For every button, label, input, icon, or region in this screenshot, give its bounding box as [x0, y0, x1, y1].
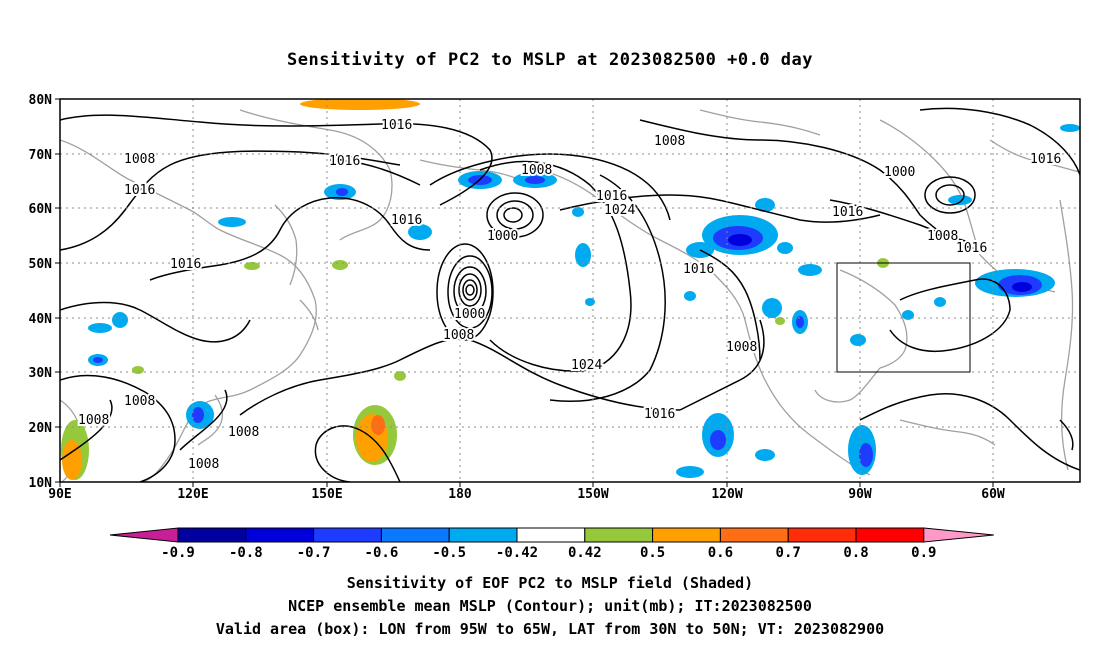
colorbar-labels: -0.9 -0.8 -0.7 -0.6 -0.5 -0.42 0.42 0.5 0.6 0.7 0.… [161, 545, 936, 561]
pressure-label: 1016 [391, 213, 422, 228]
pressure-label: 1008 [654, 134, 685, 149]
pressure-label: 1024 [604, 203, 635, 218]
coastlines [60, 109, 1080, 482]
footer-caption-shading: Sensitivity of EOF PC2 to MSLP field (Sh… [346, 574, 754, 592]
colorbar [109, 527, 994, 543]
lon-label: 90E [48, 487, 71, 502]
lat-label: 50N [29, 257, 53, 272]
lat-label: 60N [29, 202, 53, 217]
colorbar-tick-label: -0.6 [365, 545, 399, 561]
colorbar-tick-label: 0.42 [568, 545, 602, 561]
pressure-label: 1016 [683, 262, 714, 277]
colorbar-segment [380, 527, 450, 543]
pressure-label: 1016 [644, 407, 675, 422]
lat-label: 20N [29, 421, 53, 436]
pressure-label: 1008 [726, 340, 757, 355]
colorbar-segment [652, 527, 721, 543]
mslp-contours [60, 107, 1080, 482]
lon-label: 150W [577, 487, 608, 502]
colorbar-tick-label: 0.7 [776, 545, 801, 561]
pressure-label: 1016 [124, 183, 155, 198]
axis-ticks [55, 98, 994, 487]
colorbar-tick-label: -0.9 [161, 545, 195, 561]
pressure-labels: 1016 1008 1016 1016 1016 1008 1000 1008 … [76, 116, 1063, 474]
lat-label: 70N [29, 148, 53, 163]
footer-caption-valid-area: Valid area (box): LON from 95W to 65W, L… [215, 620, 885, 638]
pressure-label: 1008 [124, 394, 155, 409]
pressure-label: 1016 [1030, 152, 1061, 167]
colorbar-tick-label: -0.5 [432, 545, 466, 561]
colorbar-tick-label: -0.8 [229, 545, 263, 561]
lon-label: 120W [711, 487, 742, 502]
lon-label: 90W [848, 487, 872, 502]
pressure-label: 1008 [188, 457, 219, 472]
pressure-label: 1016 [329, 154, 360, 169]
lat-label: 10N [29, 476, 53, 491]
lon-label: 150E [311, 487, 342, 502]
latitude-labels: 80N 70N 60N 50N 40N 30N 20N 10N [29, 93, 53, 491]
colorbar-tick-label: -0.7 [297, 545, 331, 561]
map-title: Sensitivity of PC2 to MSLP at 2023082500… [286, 50, 813, 70]
pressure-label: 1024 [571, 358, 602, 373]
colorbar-segment [448, 527, 518, 543]
pressure-label: 1000 [884, 165, 915, 180]
colorbar-segment [855, 527, 925, 543]
colorbar-segment [177, 527, 247, 543]
colorbar-segment [719, 527, 789, 543]
pressure-label: 1016 [170, 257, 201, 272]
pressure-label: 1008 [443, 328, 474, 343]
lat-label: 40N [29, 312, 53, 327]
pressure-label: 1016 [956, 241, 987, 256]
colorbar-segment [313, 527, 382, 543]
graticule [60, 99, 1080, 482]
colorbar-tick-label: 0.6 [708, 545, 733, 561]
pressure-label: 1008 [78, 413, 109, 428]
colorbar-segment [787, 527, 857, 543]
pressure-label: 1016 [832, 205, 863, 220]
lat-label: 80N [29, 93, 53, 108]
pressure-label: 1008 [124, 152, 155, 167]
pressure-label: 1000 [454, 307, 485, 322]
pressure-label: 1016 [381, 118, 412, 133]
colorbar-under-triangle [109, 527, 179, 543]
colorbar-tick-label: 0.5 [640, 545, 665, 561]
footer-caption-contour: NCEP ensemble mean MSLP (Contour); unit(… [288, 597, 812, 615]
pressure-label: 1008 [927, 229, 958, 244]
colorbar-segment [245, 527, 315, 543]
pressure-label: 1000 [487, 229, 518, 244]
colorbar-tick-label: 0.9 [911, 545, 936, 561]
pressure-label: 1008 [228, 425, 259, 440]
plot-frame [59, 98, 1081, 483]
pressure-label: 1008 [521, 163, 552, 178]
valid-area-box [836, 262, 971, 373]
colorbar-over-triangle [923, 527, 994, 543]
colorbar-tick-label: -0.42 [496, 545, 538, 561]
longitude-labels: 90E 120E 150E 180 150W 120W 90W 60W [48, 487, 1005, 502]
colorbar-tick-label: 0.8 [843, 545, 868, 561]
lon-label: 120E [177, 487, 208, 502]
pressure-label: 1016 [596, 189, 627, 204]
lon-label: 180 [448, 487, 472, 502]
colorbar-segment [584, 527, 654, 543]
lat-label: 30N [29, 366, 53, 381]
colorbar-segment [516, 527, 586, 543]
lon-label: 60W [981, 487, 1005, 502]
